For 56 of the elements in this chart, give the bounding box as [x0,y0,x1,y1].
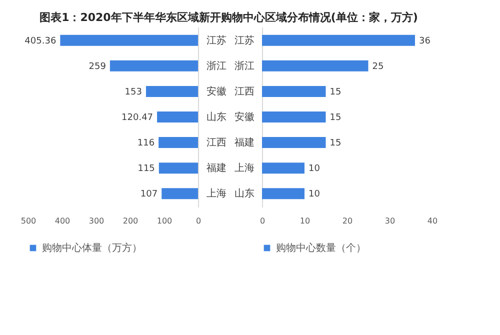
legend-label: 购物中心体量（万方） [42,242,142,254]
y-tick-label: 江西 [234,85,254,98]
data-label: 107 [140,190,158,200]
bar [110,60,198,72]
data-label: 15 [330,113,342,123]
y-tick-label: 安徽 [206,85,226,98]
bar [262,34,415,46]
bar [262,60,368,72]
bar [162,188,198,200]
bar [262,112,326,122]
x-tick-label: 100 [156,216,172,226]
x-tick-label: 200 [122,216,138,226]
bar [262,137,326,148]
bar [146,86,198,97]
y-tick-label: 浙江 [234,60,254,72]
data-label: 15 [330,87,342,98]
data-label: 36 [419,36,431,46]
y-tick-label: 江苏 [234,34,254,46]
x-tick-label: 400 [54,216,70,226]
bar [262,86,326,97]
data-label: 115 [138,164,155,174]
x-tick-label: 500 [20,216,36,226]
data-label: 405.36 [24,36,56,46]
x-tick-label: 20 [342,216,353,226]
y-tick-label: 山东 [206,111,226,123]
y-tick-label: 福建 [234,136,254,149]
x-tick-label: 0 [196,216,202,226]
x-tick-label: 300 [88,216,104,226]
data-label: 120.47 [122,113,154,123]
bar [262,162,304,174]
data-label: 259 [88,62,106,72]
y-tick-label: 江西 [206,136,226,149]
legend-label: 购物中心数量（个） [276,242,366,254]
bar [157,112,198,122]
y-tick-label: 江苏 [206,34,226,46]
y-tick-label: 浙江 [206,60,226,72]
data-label: 10 [308,190,320,200]
y-tick-label: 上海 [206,188,226,200]
data-label: 116 [137,138,155,149]
text: 图表1：2020年下半年华东区域新开购物中心区域分布情况(单位：家，万方) [40,11,418,24]
y-tick-label: 福建 [206,162,226,174]
data-label: 15 [330,138,342,149]
data-label: 25 [372,62,384,72]
y-tick-label: 上海 [234,162,254,174]
x-tick-label: 40 [427,216,438,226]
bar [158,162,198,174]
bar [158,137,198,148]
y-tick-label: 山东 [234,188,254,200]
bar [262,188,304,200]
x-tick-label: 10 [300,216,310,226]
x-tick-label: 30 [384,216,396,226]
y-tick-label: 安徽 [234,111,254,123]
data-label: 153 [124,87,142,98]
x-tick-label: 0 [260,216,266,226]
data-label: 10 [308,164,320,174]
bar [60,34,198,46]
